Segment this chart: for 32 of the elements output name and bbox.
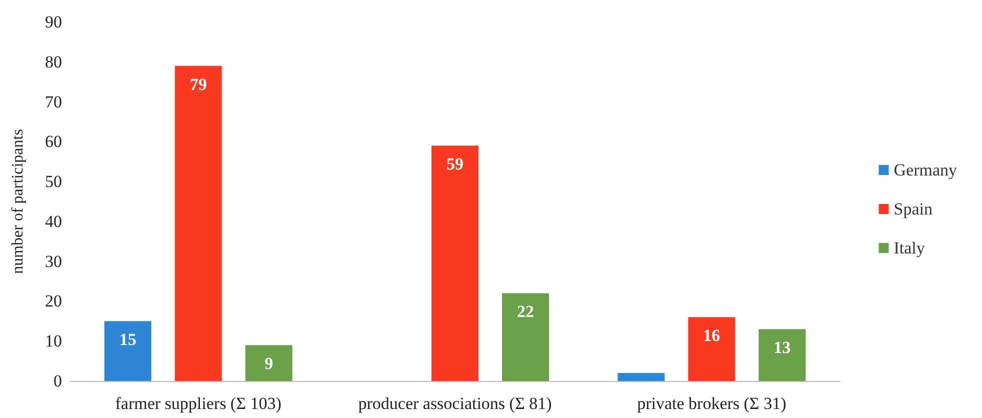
bar <box>245 345 292 381</box>
y-tick-label: 20 <box>45 292 62 311</box>
y-tick-label: 60 <box>45 132 62 152</box>
data-label: 22 <box>517 302 534 322</box>
y-tick-label: 90 <box>45 12 62 32</box>
x-tick-label: private brokers (Σ 31) <box>637 394 786 413</box>
data-label: 13 <box>774 338 791 358</box>
y-tick-label: 80 <box>45 52 62 72</box>
x-tick-label: producer associations (Σ 81) <box>358 394 552 413</box>
bar <box>174 66 222 381</box>
bar <box>618 373 665 381</box>
bar <box>758 329 806 381</box>
bar <box>688 317 736 381</box>
data-label: 79 <box>190 74 207 94</box>
data-label: 15 <box>119 330 136 350</box>
bar <box>104 321 152 381</box>
bar <box>432 146 478 381</box>
y-tick-label: 40 <box>45 212 62 231</box>
y-tick-label: 0 <box>54 372 62 390</box>
y-tick-label: 70 <box>45 92 62 112</box>
data-label: 9 <box>264 354 274 374</box>
y-axis-title: number of participants <box>10 129 26 274</box>
legend-label: Germany <box>894 160 958 180</box>
y-tick-label: 10 <box>45 332 62 351</box>
legend-label: Spain <box>894 200 933 218</box>
data-label: 16 <box>703 326 720 346</box>
x-tick-label: farmer suppliers (Σ 103) <box>115 394 282 413</box>
legend-label: Italy <box>894 238 926 258</box>
bar <box>502 293 549 381</box>
y-tick-label: 50 <box>45 172 62 192</box>
data-label: 59 <box>446 154 464 174</box>
y-tick-label: 30 <box>45 252 62 271</box>
